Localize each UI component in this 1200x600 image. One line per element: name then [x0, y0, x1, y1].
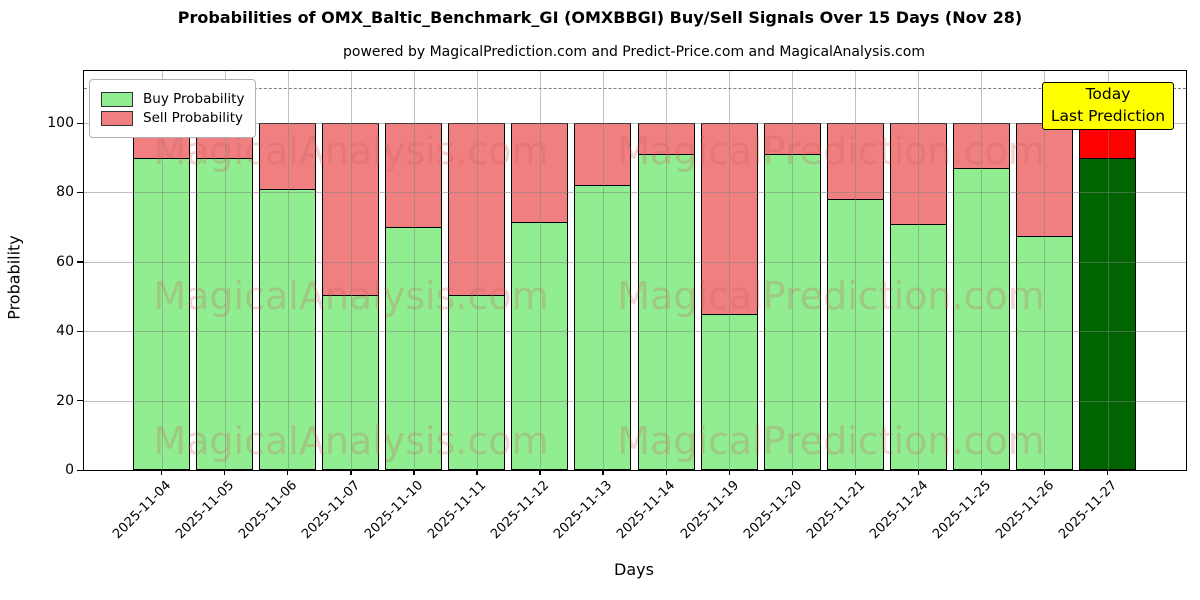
x-tick-mark	[539, 470, 541, 475]
x-axis-label: Days	[614, 560, 654, 579]
x-tick-label-text: 2025-11-25	[929, 478, 995, 543]
x-tick-label-text: 2025-11-26	[993, 478, 1058, 543]
y-tick-label: 60	[56, 253, 74, 270]
chart-subtitle: powered by MagicalPrediction.com and Pre…	[343, 44, 925, 60]
x-tick-mark	[1107, 470, 1109, 475]
x-tick-mark	[980, 470, 983, 475]
y-tick-label: 40	[56, 323, 74, 340]
sell-bar-segment	[700, 123, 758, 315]
plot-area: Buy Probability Sell Probability Today L…	[47, 70, 1187, 542]
buy-bar-segment	[385, 227, 443, 470]
chart-title: Probabilities of OMX_Baltic_Benchmark_GI…	[177, 8, 1023, 27]
dashed-threshold-line	[84, 88, 1186, 90]
sell-bar-segment	[763, 123, 821, 156]
annotation-line2: Last Prediction	[1050, 107, 1166, 125]
x-tick-label-text: 2025-11-20	[740, 478, 805, 543]
x-tick-mark	[161, 470, 163, 475]
y-tick-label: 20	[56, 392, 74, 409]
y-tick-mark	[77, 330, 84, 332]
sell-bar-segment	[826, 123, 884, 201]
buy-bar-segment	[826, 199, 884, 470]
buy-bar-segment	[1079, 157, 1137, 470]
legend-item-buy: Buy Probability	[101, 91, 244, 107]
x-tick-mark	[602, 470, 604, 475]
y-tick-mark	[77, 261, 84, 263]
y-tick-mark	[77, 122, 84, 124]
x-tick-label-text: 2025-11-14	[614, 478, 679, 543]
buy-bar-segment	[952, 168, 1010, 470]
x-tick-label-text: 2025-11-27	[1056, 478, 1121, 543]
x-tick-mark	[728, 470, 730, 475]
today-annotation-box: Today Last Prediction	[1042, 82, 1174, 130]
x-tick-label-text: 2025-11-19	[677, 478, 742, 543]
buy-bar-segment	[511, 221, 569, 470]
x-tick-mark	[287, 470, 289, 475]
sell-bar-segment	[637, 123, 695, 156]
legend-item-sell: Sell Probability	[101, 110, 244, 126]
buy-bar-segment	[1015, 235, 1073, 470]
x-tick-label-text: 2025-11-12	[488, 478, 553, 543]
sell-bar-segment	[1015, 123, 1073, 237]
buy-bar-segment	[574, 185, 632, 470]
legend: Buy Probability Sell Probability	[89, 79, 257, 138]
buy-bar-segment	[763, 154, 821, 470]
x-tick-label-text: 2025-11-13	[551, 478, 616, 543]
y-tick-mark	[77, 191, 84, 194]
y-tick-label: 80	[56, 184, 74, 201]
y-tick-label: 0	[65, 462, 74, 478]
sell-bar-segment	[259, 123, 317, 190]
legend-label-sell: Sell Probability	[143, 110, 244, 126]
buy-swatch-icon	[101, 91, 133, 107]
x-tick-label-text: 2025-11-11	[425, 478, 490, 543]
x-tick-mark	[413, 470, 415, 475]
x-tick-label-text: 2025-11-05	[173, 478, 238, 543]
x-tick-label-text: 2025-11-06	[236, 478, 301, 543]
annotation-line1: Today	[1085, 85, 1131, 104]
buy-bar-segment	[196, 157, 254, 470]
buy-bar-segment	[448, 294, 506, 470]
x-tick-mark	[350, 470, 352, 475]
sell-bar-segment	[889, 123, 947, 225]
sell-bar-segment	[952, 123, 1010, 170]
x-tick-label-text: 2025-11-07	[299, 478, 364, 543]
sell-bar-segment	[322, 123, 380, 296]
y-axis-label: Probability	[4, 235, 24, 320]
buy-bar-segment	[889, 223, 947, 470]
x-tick-mark	[665, 470, 667, 475]
buy-bar-segment	[259, 188, 317, 470]
x-tick-mark	[917, 470, 920, 475]
buy-bar-segment	[322, 294, 380, 470]
y-tick-mark	[77, 469, 84, 471]
x-tick-label-text: 2025-11-04	[110, 478, 175, 543]
sell-swatch-icon	[101, 110, 133, 126]
x-tick-mark	[476, 470, 478, 475]
y-tick-label: 100	[47, 115, 74, 132]
x-tick-label-text: 2025-11-24	[866, 478, 931, 543]
sell-bar-segment	[448, 123, 506, 296]
y-tick-mark	[77, 400, 84, 402]
x-tick-label-text: 2025-11-21	[803, 478, 868, 543]
sell-bar-segment	[511, 123, 569, 223]
x-tick-label-text: 2025-11-10	[362, 478, 427, 543]
x-tick-mark	[791, 470, 793, 475]
sell-bar-segment	[385, 123, 443, 229]
legend-label-buy: Buy Probability	[143, 91, 245, 107]
buy-bar-segment	[700, 313, 758, 470]
x-tick-mark	[1043, 470, 1046, 475]
x-tick-mark	[224, 470, 226, 475]
buy-bar-segment	[637, 154, 695, 470]
buy-bar-segment	[133, 157, 190, 470]
sell-bar-segment	[574, 123, 632, 187]
x-tick-mark	[854, 470, 857, 475]
